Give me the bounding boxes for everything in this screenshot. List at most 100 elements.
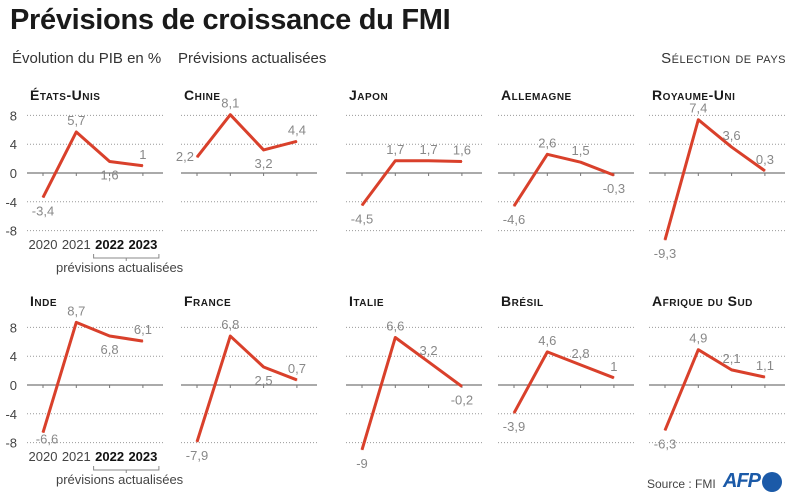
series-line xyxy=(41,130,144,199)
series-line xyxy=(195,334,298,443)
series-line xyxy=(512,350,615,414)
series-line xyxy=(360,335,463,451)
data-point xyxy=(42,196,44,198)
data-label: 4,9 xyxy=(689,331,707,346)
data-point xyxy=(229,335,231,337)
data-label: -7,9 xyxy=(186,448,208,463)
series-line xyxy=(360,159,462,207)
panel-title: États-Unis xyxy=(30,87,100,103)
data-label: -6,3 xyxy=(654,436,676,451)
x-tick-label: 2021 xyxy=(62,449,91,464)
data-point xyxy=(263,366,265,368)
y-tick-label: 0 xyxy=(10,378,17,393)
x-tick-label: 2023 xyxy=(128,449,157,464)
x-tick-label: 2021 xyxy=(62,237,91,252)
source-note: Source : FMI xyxy=(647,477,716,491)
afp-logo: AFP xyxy=(723,470,761,492)
panel-title: Japon xyxy=(349,87,388,103)
forecast-note: prévisions actualisées xyxy=(56,472,184,487)
data-label: 2,8 xyxy=(572,346,590,361)
data-label: 4,6 xyxy=(538,333,556,348)
data-label: 2,2 xyxy=(176,149,194,164)
data-label: -3,4 xyxy=(32,203,54,218)
series-line xyxy=(663,348,766,431)
data-label: -0,3 xyxy=(603,181,625,196)
data-label: 8,1 xyxy=(221,96,239,111)
data-point xyxy=(613,174,615,176)
panel-title: Chine xyxy=(184,87,221,103)
data-point xyxy=(75,321,77,323)
data-label: -3,9 xyxy=(503,419,525,434)
data-label: 5,7 xyxy=(67,113,85,128)
data-label: 6,6 xyxy=(386,318,404,333)
data-label: 1,6 xyxy=(101,167,119,182)
data-label: 0,7 xyxy=(288,361,306,376)
data-label: -9,3 xyxy=(654,246,676,261)
data-label: -0,2 xyxy=(451,392,473,407)
data-point xyxy=(613,377,615,379)
x-tick-label: 2020 xyxy=(29,237,58,252)
series-line xyxy=(512,152,615,207)
y-tick-label: 0 xyxy=(10,166,17,181)
data-label: 2,6 xyxy=(538,135,556,150)
series-line xyxy=(41,320,144,433)
data-point xyxy=(296,379,298,381)
panel-title: Italie xyxy=(349,293,384,309)
y-tick-label: -4 xyxy=(5,195,17,210)
data-point xyxy=(75,131,77,133)
data-point xyxy=(664,429,666,431)
data-point xyxy=(428,160,430,162)
data-point xyxy=(42,432,44,434)
y-tick-label: 4 xyxy=(10,137,17,152)
data-point xyxy=(361,449,363,451)
data-point xyxy=(513,412,515,414)
data-point xyxy=(461,160,463,162)
x-tick-label: 2022 xyxy=(95,449,124,464)
data-point xyxy=(731,369,733,371)
data-label: 4,4 xyxy=(288,122,306,137)
data-label: 3,2 xyxy=(255,156,273,171)
afp-logo-dot xyxy=(762,472,782,492)
x-tick-label: 2022 xyxy=(95,237,124,252)
data-point xyxy=(196,156,198,158)
data-label: 1 xyxy=(610,359,617,374)
data-point xyxy=(664,239,666,241)
series-line xyxy=(663,118,766,241)
data-point xyxy=(142,340,144,342)
data-point xyxy=(546,153,548,155)
data-label: 1,7 xyxy=(386,142,404,157)
data-label: 7,4 xyxy=(689,101,707,116)
y-tick-label: 8 xyxy=(10,108,17,123)
data-label: 1,5 xyxy=(572,143,590,158)
data-point xyxy=(109,335,111,337)
y-tick-label: -8 xyxy=(5,224,17,239)
data-point xyxy=(697,119,699,121)
page-title: Prévisions de croissance du FMI xyxy=(10,4,451,36)
y-tick-label: 4 xyxy=(10,349,17,364)
data-point xyxy=(394,160,396,162)
data-label: 1,6 xyxy=(453,142,471,157)
data-point xyxy=(580,364,582,366)
data-point xyxy=(361,204,363,206)
x-tick-label: 2023 xyxy=(128,237,157,252)
data-label: 6,8 xyxy=(101,342,119,357)
y-tick-label: -8 xyxy=(5,436,17,451)
forecast-bracket xyxy=(93,466,160,473)
data-label: 1 xyxy=(139,147,146,162)
panel-title: Allemagne xyxy=(501,87,572,103)
panel-title: France xyxy=(184,293,231,309)
data-label: 0,3 xyxy=(756,152,774,167)
data-point xyxy=(546,351,548,353)
data-label: -4,5 xyxy=(351,211,373,226)
forecast-note: prévisions actualisées xyxy=(56,260,184,275)
forecast-bracket xyxy=(93,254,160,261)
data-point xyxy=(109,160,111,162)
series-line xyxy=(195,113,298,159)
panel-title: Inde xyxy=(30,293,57,309)
data-point xyxy=(142,165,144,167)
data-label: 1,1 xyxy=(756,358,774,373)
y-tick-label: -4 xyxy=(5,407,17,422)
data-label: 3,6 xyxy=(723,128,741,143)
data-label: 8,7 xyxy=(67,303,85,318)
data-point xyxy=(428,361,430,363)
